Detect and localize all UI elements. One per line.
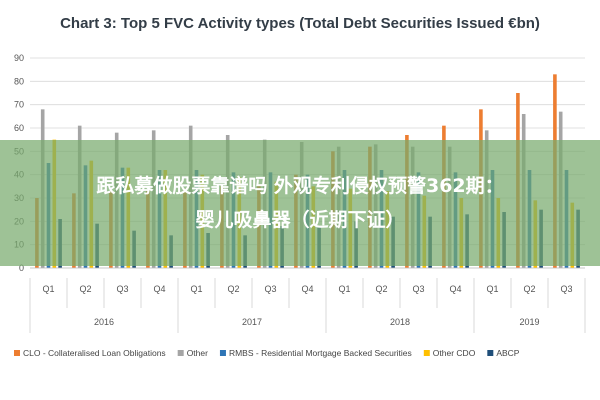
y-tick-label: 70: [14, 100, 24, 110]
x-tick-label: Q1: [190, 284, 202, 294]
y-tick-label: 0: [19, 263, 24, 273]
x-tick-label: Q3: [264, 284, 276, 294]
legend-label: RMBS - Residential Mortgage Backed Secur…: [229, 348, 412, 358]
x-tick-label: Q4: [153, 284, 165, 294]
legend-label: Other CDO: [433, 348, 476, 358]
legend-swatch: [487, 350, 494, 356]
y-tick-label: 60: [14, 123, 24, 133]
x-tick-label: Q1: [486, 284, 498, 294]
x-tick-label: Q2: [523, 284, 535, 294]
x-tick-label: Q2: [375, 284, 387, 294]
x-tick-label: Q3: [560, 284, 572, 294]
year-label: 2018: [390, 317, 410, 327]
y-tick-label: 90: [14, 53, 24, 63]
legend-label: CLO - Collateralised Loan Obligations: [23, 348, 166, 358]
legend-swatch: [14, 350, 20, 356]
legend-swatch: [423, 350, 430, 356]
x-tick-label: Q3: [116, 284, 128, 294]
banner-text: 跟私募做股票靠谱吗 外观专利侵权预警362期： 婴儿吸鼻器（近期下证）: [84, 169, 515, 237]
x-tick-label: Q1: [42, 284, 54, 294]
legend-swatch: [219, 350, 226, 356]
y-tick-label: 80: [14, 76, 24, 86]
x-axis: Q1 Q2 Q3 Q4 Q1 Q2 Q3 Q4 Q1 Q2 Q3 Q4 Q1 Q2 Q3 2016 2017 20…: [29, 267, 586, 333]
legend-label: ABCP: [496, 348, 519, 358]
legend-label: Other: [187, 348, 208, 358]
x-tick-label: Q2: [227, 284, 239, 294]
x-tick-label: Q3: [412, 284, 424, 294]
legend-swatch: [177, 350, 184, 356]
banner-line-1: 跟私募做股票靠谱吗 外观专利侵权预警362期：: [96, 175, 504, 197]
year-label: 2016: [94, 317, 114, 327]
chart-title: Chart 3: Top 5 FVC Activity types (Total…: [60, 15, 540, 32]
x-tick-label: Q2: [79, 284, 91, 294]
watermark-banner: 跟私募做股票靠谱吗 外观专利侵权预警362期： 婴儿吸鼻器（近期下证）: [0, 140, 600, 266]
year-label: 2017: [242, 317, 262, 327]
legend: CLO - Collateralised Loan Obligations Oth…: [14, 348, 520, 358]
x-tick-label: Q1: [338, 284, 350, 294]
banner-line-2: 婴儿吸鼻器（近期下证）: [195, 209, 405, 231]
x-tick-label: Q4: [449, 284, 461, 294]
year-label: 2019: [519, 317, 539, 327]
x-tick-label: Q4: [301, 284, 313, 294]
